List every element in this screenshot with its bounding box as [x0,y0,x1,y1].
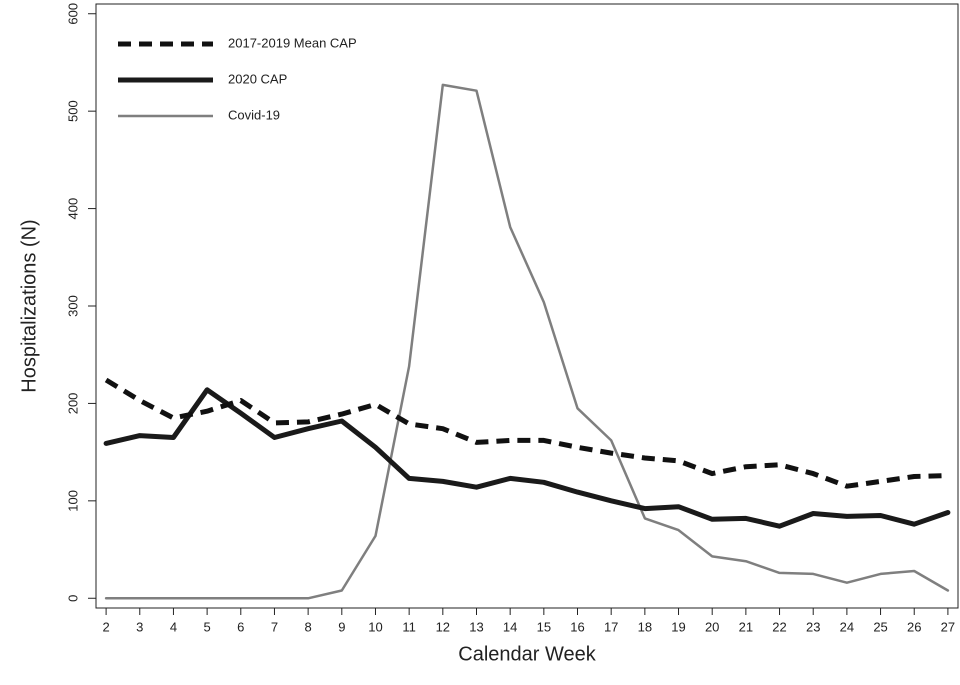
x-tick-label: 4 [170,619,177,634]
x-tick-label: 5 [204,619,211,634]
x-tick-label: 24 [840,619,854,634]
x-axis: 2 3 4 5 6 7 8 9 10 11 12 13 14 15 16 17 18 19 20 21 22 23 24 25… [102,608,955,634]
x-tick-label: 23 [806,619,820,634]
y-tick-label: 500 [65,100,80,122]
y-tick-label: 100 [65,490,80,512]
y-axis: 0 100 200 300 400 500 600 [65,3,96,602]
y-axis-title: Hospitalizations (N) [18,219,40,392]
x-tick-label: 21 [739,619,753,634]
legend-label-covid-19: Covid-19 [228,107,280,122]
y-tick-label: 600 [65,3,80,25]
legend-label-2020-cap: 2020 CAP [228,71,287,86]
x-tick-label: 22 [772,619,786,634]
x-tick-label: 17 [604,619,618,634]
series-line-2020-cap [103,387,951,529]
x-tick-label: 2 [102,619,109,634]
x-tick-label: 16 [570,619,584,634]
x-tick-label: 11 [402,619,416,634]
x-tick-label: 8 [305,619,312,634]
x-axis-title: Calendar Week [458,643,596,665]
x-tick-label: 14 [503,619,517,634]
legend-label-2017-2019-mean-cap: 2017-2019 Mean CAP [228,35,357,50]
y-tick-label: 400 [65,198,80,220]
x-tick-label: 12 [436,619,450,634]
x-tick-label: 15 [537,619,551,634]
series-layer [103,83,951,600]
x-tick-label: 7 [271,619,278,634]
x-tick-label: 26 [907,619,921,634]
y-tick-label: 200 [65,393,80,415]
x-tick-label: 10 [368,619,382,634]
x-tick-label: 25 [873,619,887,634]
y-tick-label: 300 [65,295,80,317]
x-tick-label: 19 [671,619,685,634]
y-tick-label: 0 [65,595,80,602]
plot-frame [95,3,959,609]
series-line-covid-19 [104,83,950,600]
x-tick-label: 18 [638,619,652,634]
x-tick-label: 27 [941,619,955,634]
series-line-2017-2019-mean-cap [104,377,948,489]
x-tick-label: 13 [469,619,483,634]
legend: 2017-2019 Mean CAP 2020 CAP Covid-19 [118,35,357,122]
x-tick-label: 20 [705,619,719,634]
x-tick-label: 3 [136,619,143,634]
x-tick-label: 6 [237,619,244,634]
x-tick-label: 9 [338,619,345,634]
